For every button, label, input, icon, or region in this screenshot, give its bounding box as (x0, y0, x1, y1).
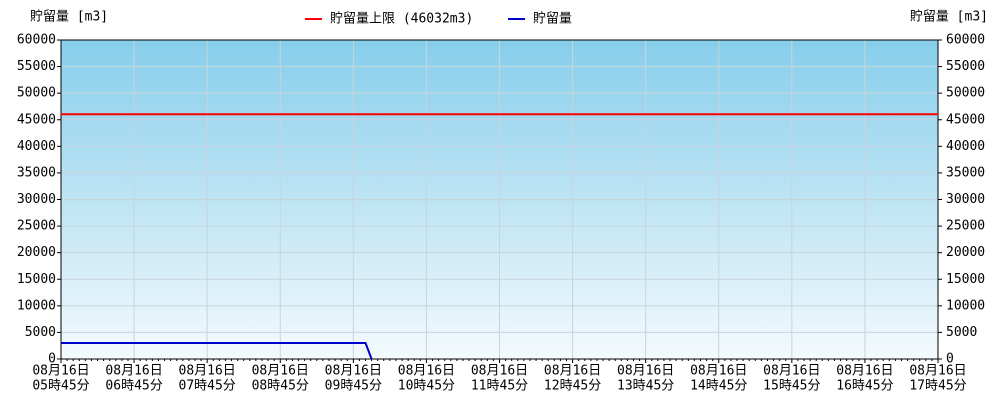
x-tick-label: 08月16日 (836, 364, 893, 379)
x-tick-label: 08月16日 (544, 364, 601, 379)
y-tick-label: 30000 (17, 192, 56, 207)
y2-tick-label: 25000 (946, 219, 985, 234)
y2-tick-label: 30000 (946, 192, 985, 207)
x-tick-label: 08月16日 (471, 364, 528, 379)
x-tick-label: 07時45分 (179, 379, 236, 394)
x-tick-label: 08月16日 (909, 364, 966, 379)
x-tick-label: 08月16日 (617, 364, 674, 379)
x-tick-label: 06時45分 (105, 379, 162, 394)
y-tick-label: 10000 (17, 298, 56, 313)
y2-tick-label: 10000 (946, 298, 985, 313)
x-tick-label: 14時45分 (690, 379, 747, 394)
y-tick-label: 5000 (25, 325, 56, 340)
y2-tick-label: 40000 (946, 139, 985, 154)
y2-tick-label: 50000 (946, 86, 985, 101)
y-tick-label: 40000 (17, 139, 56, 154)
x-tick-label: 09時45分 (325, 379, 382, 394)
plot-border (60, 39, 939, 360)
y-tick-label: 35000 (17, 165, 56, 180)
x-tick-label: 08月16日 (32, 364, 89, 379)
x-tick-label: 08月16日 (690, 364, 747, 379)
legend-label: 貯留量 (533, 12, 572, 27)
x-tick-label: 15時45分 (763, 379, 820, 394)
y-tick-label: 45000 (17, 112, 56, 127)
y-tick-label: 25000 (17, 219, 56, 234)
y-tick-label: 15000 (17, 272, 56, 287)
x-tick-label: 10時45分 (398, 379, 455, 394)
y2-axis-title: 貯留量 [m3] (910, 10, 988, 25)
x-tick-label: 08月16日 (325, 364, 382, 379)
y2-tick-label: 45000 (946, 112, 985, 127)
x-tick-label: 08月16日 (105, 364, 162, 379)
x-tick-label: 05時45分 (32, 379, 89, 394)
x-tick-label: 08月16日 (252, 364, 309, 379)
x-tick-label: 16時45分 (836, 379, 893, 394)
y2-tick-label: 35000 (946, 165, 985, 180)
x-tick-label: 08月16日 (398, 364, 455, 379)
x-tick-label: 11時45分 (471, 379, 528, 394)
y2-tick-label: 55000 (946, 59, 985, 74)
y-tick-label: 20000 (17, 245, 56, 260)
y-axis-title: 貯留量 [m3] (30, 10, 108, 25)
y-tick-label: 0 (48, 352, 56, 367)
x-tick-label: 08月16日 (179, 364, 236, 379)
series-line (61, 342, 373, 360)
legend-label: 貯留量上限 (46032m3) (330, 12, 473, 27)
y2-tick-label: 0 (946, 352, 954, 367)
y-tick-label: 60000 (17, 33, 56, 48)
y2-tick-label: 15000 (946, 272, 985, 287)
y2-tick-label: 5000 (946, 325, 977, 340)
y-tick-label: 50000 (17, 86, 56, 101)
y2-tick-label: 60000 (946, 33, 985, 48)
x-tick-label: 13時45分 (617, 379, 674, 394)
x-tick-label: 08月16日 (763, 364, 820, 379)
x-tick-label: 17時45分 (909, 379, 966, 394)
y2-tick-label: 20000 (946, 245, 985, 260)
x-tick-label: 08時45分 (252, 379, 309, 394)
x-tick-label: 12時45分 (544, 379, 601, 394)
y-tick-label: 55000 (17, 59, 56, 74)
